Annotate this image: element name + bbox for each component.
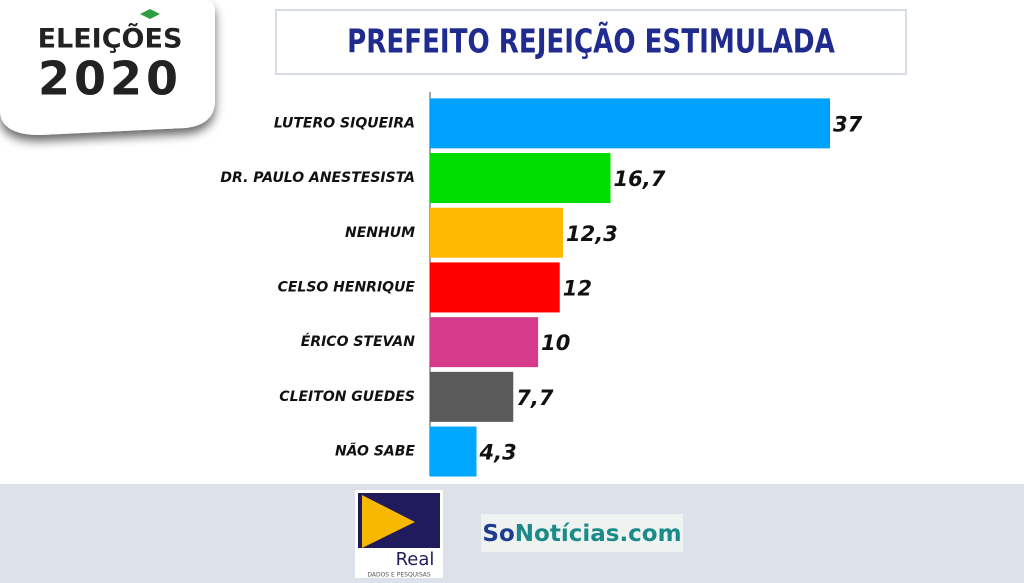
site-name: SoNotícias.com [482, 521, 681, 547]
category-label: DR. PAULO ANESTESISTA [220, 170, 415, 186]
category-label: NÃO SABE [335, 443, 415, 460]
value-label: 12,3 [566, 222, 618, 246]
real-tagline: DADOS E PESQUISAS [367, 572, 431, 579]
badge-flag [140, 9, 160, 19]
bar [430, 371, 514, 422]
badge-title: ELEIÇÕES [38, 23, 183, 55]
real-logo-triangle [362, 495, 415, 548]
bar [430, 153, 611, 204]
value-label: 16,7 [614, 167, 666, 191]
value-label: 37 [833, 112, 863, 136]
category-label: LUTERO SIQUEIRA [274, 115, 415, 131]
value-label: 7,7 [516, 386, 554, 410]
site-prefix: So [482, 521, 514, 547]
category-label: ÉRICO STEVAN [301, 333, 416, 350]
category-label: CLEITON GUEDES [279, 389, 415, 405]
category-label: CELSO HENRIQUE [278, 279, 416, 295]
badge-year: 2020 [38, 52, 182, 106]
site-logo [481, 514, 683, 552]
value-label: 12 [563, 276, 592, 300]
value-label: 4,3 [478, 441, 516, 465]
site-rest: Notícias.com [515, 521, 682, 547]
real-name: Real [396, 549, 435, 570]
badge [0, 0, 215, 135]
chart-title: PREFEITO REJEIÇÃO ESTIMULADA [347, 21, 835, 61]
bar [430, 98, 830, 149]
value-label: 10 [541, 331, 570, 355]
category-label: NENHUM [345, 225, 415, 241]
bar [430, 262, 560, 313]
bar [430, 317, 539, 368]
bar [430, 207, 563, 258]
title-box [275, 9, 907, 75]
bar [430, 426, 477, 477]
